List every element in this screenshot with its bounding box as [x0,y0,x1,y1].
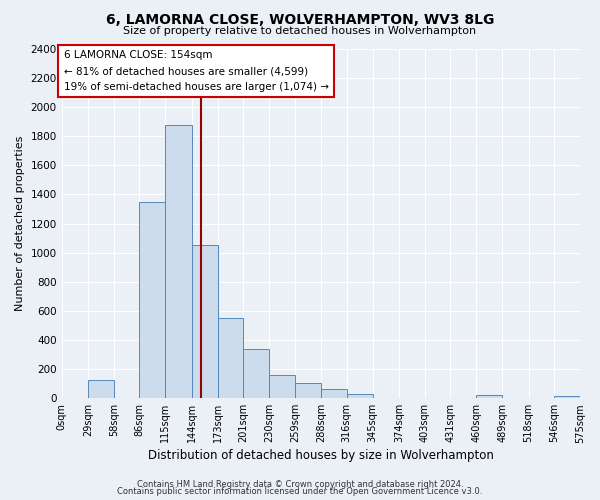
Bar [269,375,295,398]
Text: Contains public sector information licensed under the Open Government Licence v3: Contains public sector information licen… [118,488,482,496]
X-axis label: Distribution of detached houses by size in Wolverhampton: Distribution of detached houses by size … [148,450,494,462]
Bar [243,348,269,398]
Bar [139,202,166,398]
Bar [347,394,373,398]
Text: 6, LAMORNA CLOSE, WOLVERHAMPTON, WV3 8LG: 6, LAMORNA CLOSE, WOLVERHAMPTON, WV3 8LG [106,12,494,26]
Y-axis label: Number of detached properties: Number of detached properties [15,136,25,312]
Bar [88,380,114,398]
Bar [295,383,322,398]
Text: Contains HM Land Registry data © Crown copyright and database right 2024.: Contains HM Land Registry data © Crown c… [137,480,463,489]
Text: 6 LAMORNA CLOSE: 154sqm
← 81% of detached houses are smaller (4,599)
19% of semi: 6 LAMORNA CLOSE: 154sqm ← 81% of detache… [64,50,329,92]
Bar [191,246,218,398]
Text: Size of property relative to detached houses in Wolverhampton: Size of property relative to detached ho… [124,26,476,36]
Bar [554,396,580,398]
Bar [166,124,191,398]
Bar [322,390,347,398]
Bar [218,318,243,398]
Bar [476,396,502,398]
